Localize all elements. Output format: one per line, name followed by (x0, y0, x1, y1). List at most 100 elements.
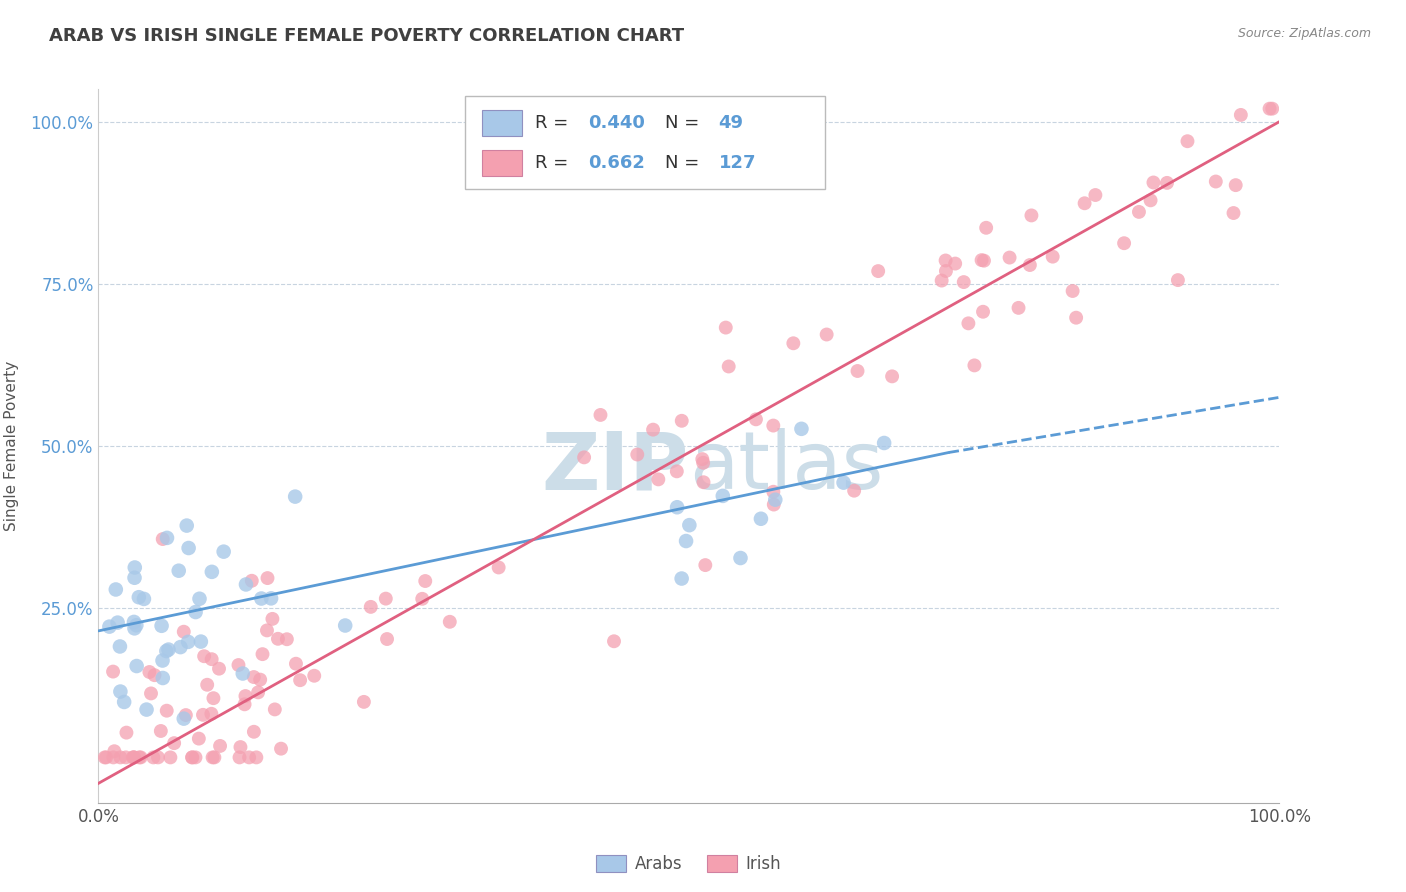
Point (159, 750, 181, 764)
Point (149, 723, 172, 738)
Point (142, 750, 165, 764)
Point (169, 640, 191, 654)
Point (666, 500, 689, 515)
Point (128, 591, 150, 605)
Text: R =: R = (536, 153, 575, 171)
Point (972, 304, 994, 318)
Point (782, 336, 804, 351)
Text: Source: ZipAtlas.com: Source: ZipAtlas.com (1237, 27, 1371, 40)
Point (184, 605, 207, 619)
Point (108, 640, 131, 654)
Point (125, 618, 148, 632)
Point (110, 750, 132, 764)
Point (973, 253, 995, 268)
Point (233, 698, 256, 712)
Point (93, 750, 115, 764)
Point (749, 512, 772, 526)
Point (714, 320, 737, 334)
Point (195, 678, 218, 692)
Point (174, 708, 197, 723)
Point (157, 642, 180, 657)
Y-axis label: Single Female Poverty: Single Female Poverty (4, 361, 20, 531)
Point (868, 264, 890, 278)
Point (439, 615, 461, 629)
Point (115, 725, 138, 739)
Point (711, 489, 734, 503)
Point (692, 475, 714, 490)
Point (202, 691, 225, 706)
Point (957, 316, 980, 330)
Point (1261, 102, 1284, 116)
Text: ZIP: ZIP (541, 428, 689, 507)
Point (247, 685, 270, 699)
Point (717, 359, 740, 374)
Point (124, 621, 146, 635)
Point (114, 750, 136, 764)
Point (156, 704, 179, 718)
Point (232, 666, 254, 681)
Text: 0.662: 0.662 (589, 153, 645, 171)
Point (177, 635, 200, 649)
Point (110, 684, 132, 698)
Point (1205, 175, 1227, 189)
Point (1139, 194, 1161, 208)
Point (643, 423, 665, 437)
Point (815, 327, 838, 342)
Point (353, 695, 375, 709)
Point (589, 408, 612, 422)
Point (135, 703, 157, 717)
Point (304, 669, 326, 683)
Point (181, 750, 204, 764)
Point (150, 619, 173, 633)
Point (1062, 284, 1084, 298)
Point (375, 632, 398, 646)
Text: atlas: atlas (689, 428, 883, 507)
Point (243, 724, 266, 739)
Point (665, 464, 688, 478)
Point (235, 577, 257, 591)
Point (181, 750, 204, 764)
Text: 49: 49 (718, 114, 744, 132)
Point (128, 750, 150, 764)
Point (413, 574, 436, 588)
Point (1222, 206, 1244, 220)
Point (252, 647, 274, 661)
FancyBboxPatch shape (464, 96, 825, 189)
Point (935, 253, 957, 268)
Point (374, 591, 396, 606)
Point (1177, 134, 1199, 148)
Point (952, 275, 974, 289)
Point (695, 558, 717, 573)
Point (245, 750, 267, 764)
Point (156, 531, 179, 545)
Point (1230, 108, 1253, 122)
Point (411, 591, 433, 606)
Point (173, 712, 195, 726)
Point (763, 492, 786, 507)
Point (730, 551, 752, 566)
Point (201, 750, 224, 764)
Point (238, 750, 260, 764)
Point (1073, 196, 1095, 211)
FancyBboxPatch shape (482, 110, 523, 136)
Point (671, 414, 693, 428)
Point (122, 750, 145, 764)
Point (122, 750, 145, 764)
Point (931, 274, 953, 288)
Point (762, 484, 785, 499)
Point (103, 744, 125, 758)
Point (191, 707, 214, 722)
Point (262, 612, 284, 626)
Point (1225, 178, 1247, 193)
Point (124, 571, 146, 585)
Point (1018, 258, 1040, 272)
Point (249, 673, 271, 687)
Text: 127: 127 (718, 153, 756, 171)
Point (974, 220, 997, 235)
Point (762, 418, 785, 433)
Text: 0.440: 0.440 (589, 114, 645, 132)
Point (98, 619, 121, 633)
Point (107, 615, 129, 630)
Point (229, 740, 252, 755)
Point (284, 490, 307, 504)
